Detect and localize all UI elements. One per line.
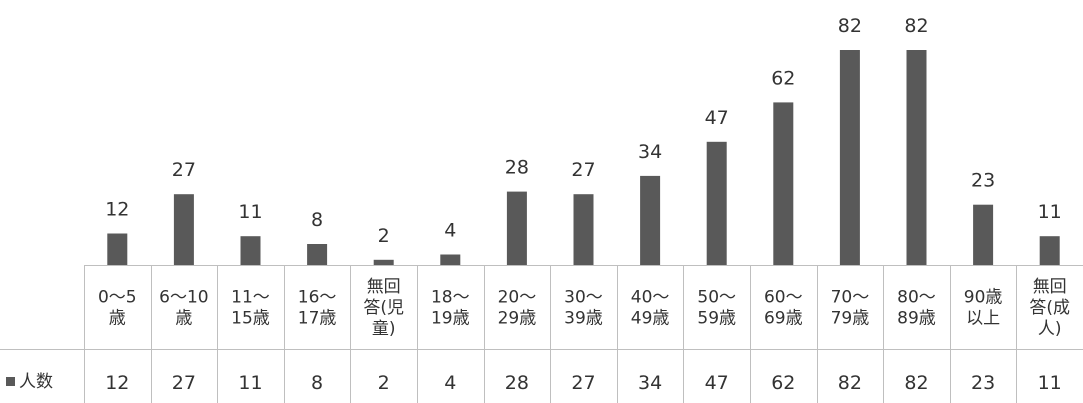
table-value: 47: [705, 372, 729, 394]
category-label: 30〜 39歳: [564, 288, 603, 329]
category-label: 60〜 69歳: [764, 288, 803, 329]
table-value: 8: [311, 372, 323, 394]
data-table-values-group: 12 27 11 8 2 4 28 27 34 47 62 82 82 23 11: [105, 372, 1062, 394]
data-table-grid: [0, 265, 1083, 403]
table-value: 27: [172, 372, 196, 394]
data-label: 47: [705, 107, 729, 129]
data-label: 82: [838, 15, 862, 37]
data-label: 11: [238, 201, 262, 223]
category-label: 11〜 15歳: [231, 288, 270, 329]
table-value: 62: [771, 372, 795, 394]
data-label: 12: [105, 199, 129, 221]
category-label: 6〜10 歳: [159, 288, 208, 329]
bar: [573, 194, 594, 265]
category-label: 50〜 59歳: [697, 288, 736, 329]
category-label: 16〜 17歳: [298, 288, 337, 329]
bar: [1039, 236, 1060, 265]
table-value: 82: [904, 372, 928, 394]
table-value: 11: [1038, 372, 1062, 394]
table-value: 34: [638, 372, 662, 394]
bar: [240, 236, 261, 265]
table-value: 27: [571, 372, 595, 394]
data-label: 27: [571, 159, 595, 181]
bars-group: [107, 50, 1060, 266]
table-value: 23: [971, 372, 995, 394]
category-label: 18〜 19歳: [431, 288, 470, 329]
bar: [640, 175, 661, 265]
legend-swatch: [6, 377, 15, 386]
data-label: 27: [172, 159, 196, 181]
bar: [107, 233, 128, 265]
data-label: 2: [378, 225, 390, 247]
bar: [973, 204, 994, 265]
bar: [773, 102, 794, 266]
data-label: 82: [904, 15, 928, 37]
data-label: 23: [971, 170, 995, 192]
category-label: 0〜5 歳: [98, 288, 137, 329]
data-label: 62: [771, 67, 795, 89]
table-value: 11: [238, 372, 262, 394]
table-value: 82: [838, 372, 862, 394]
table-value: 28: [505, 372, 529, 394]
bar: [506, 191, 527, 265]
data-label: 28: [505, 157, 529, 179]
category-label: 90歳以上: [964, 288, 1003, 329]
category-label: 20〜 29歳: [498, 288, 537, 329]
data-label: 8: [311, 209, 323, 231]
bar: [373, 259, 394, 265]
data-label: 34: [638, 141, 662, 163]
legend-series-name: 人数: [19, 372, 53, 392]
data-label: 4: [444, 220, 456, 242]
bar: [839, 50, 860, 265]
table-value: 2: [378, 372, 390, 394]
table-value: 4: [444, 372, 456, 394]
data-label: 11: [1038, 201, 1062, 223]
category-label: 70〜 79歳: [831, 288, 870, 329]
category-label: 無回答(成人): [1029, 277, 1070, 339]
category-label: 無回答(児童): [363, 277, 404, 339]
bar: [440, 254, 461, 265]
category-label: 40〜 49歳: [631, 288, 670, 329]
bar: [173, 194, 194, 265]
table-value: 12: [105, 372, 129, 394]
bar: [906, 50, 927, 265]
bar: [706, 141, 727, 265]
category-label: 80〜 89歳: [897, 288, 936, 329]
legend: 人数: [6, 372, 53, 392]
bar: [307, 244, 328, 265]
